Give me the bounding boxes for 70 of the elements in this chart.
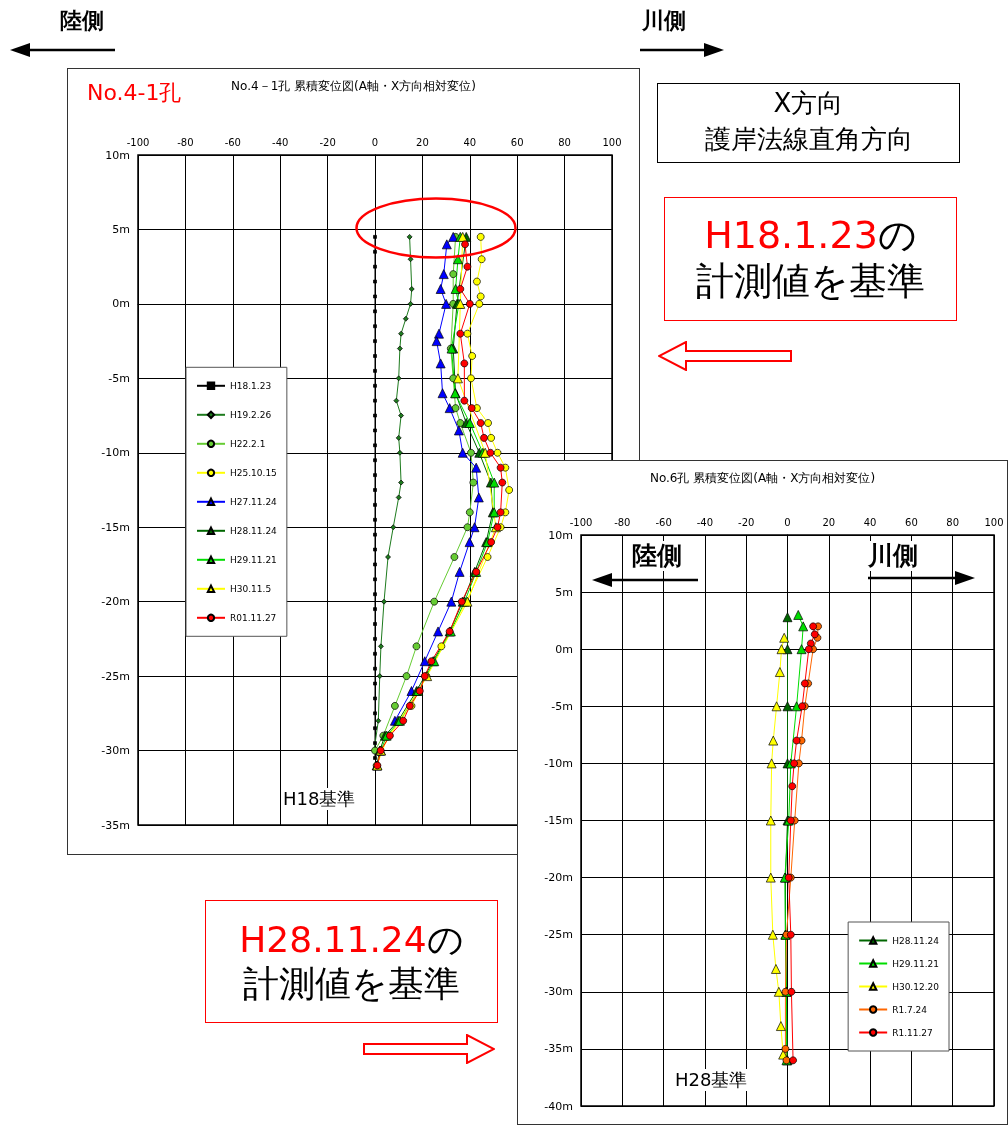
x-tick-label: 100 xyxy=(602,136,622,148)
legend-label: R01.11.27 xyxy=(230,612,277,623)
legend-label: H27.11.24 xyxy=(230,496,278,507)
y-tick-label: -5m xyxy=(551,699,573,713)
y-tick-label: -10m xyxy=(101,446,130,460)
x-tick-label: -80 xyxy=(177,136,194,148)
text: No.4-1孔 xyxy=(86,80,183,107)
text: 護岸法線直角方向 xyxy=(703,124,914,156)
x-tick-label: -40 xyxy=(696,516,714,528)
y-tick-label: 5m xyxy=(112,222,130,236)
y-tick-label: -10m xyxy=(544,756,573,770)
y-tick-label: -25m xyxy=(544,928,573,942)
legend-label: H29.11.21 xyxy=(892,958,940,969)
x-tick-label: 20 xyxy=(416,136,429,148)
legend-label: H28.11.24 xyxy=(892,935,940,946)
x-tick-label: 60 xyxy=(905,516,918,528)
x-tick-label: -40 xyxy=(272,136,289,148)
y-tick-label: -20m xyxy=(544,871,573,885)
legend-label: H29.11.21 xyxy=(230,554,277,565)
x-tick-label: -100 xyxy=(569,516,593,528)
y-tick-label: -5m xyxy=(108,371,130,385)
legend-label: H22.2.1 xyxy=(230,438,266,449)
y-tick-label: 5m xyxy=(555,585,573,599)
text: 陸側 xyxy=(58,8,106,35)
annotation: 川側 xyxy=(866,541,920,571)
chart-title: No.6孔 累積変位図(A軸・X方向相対変位) xyxy=(649,471,876,485)
x-tick-label: -60 xyxy=(655,516,672,528)
legend-label: R1.7.24 xyxy=(892,1004,928,1015)
legend-label: H25.10.15 xyxy=(230,467,277,478)
x-tick-label: 20 xyxy=(822,516,836,528)
y-tick-label: -30m xyxy=(544,985,573,999)
y-tick-label: -25m xyxy=(101,669,130,683)
y-tick-label: -15m xyxy=(544,814,573,827)
text: X方向 xyxy=(772,88,845,120)
x-tick-label: 80 xyxy=(946,516,960,528)
x-tick-label: 80 xyxy=(558,136,571,148)
x-tick-label: -60 xyxy=(224,136,241,148)
legend-label: H19.2.26 xyxy=(230,409,272,420)
y-tick-label: -20m xyxy=(101,595,130,609)
legend-label: H30.11.5 xyxy=(230,583,272,594)
x-tick-label: 0 xyxy=(784,516,791,528)
x-tick-label: -20 xyxy=(319,136,336,148)
annotation: 陸側 xyxy=(630,541,684,571)
y-tick-label: 10m xyxy=(105,148,130,162)
annotation: H28基準 xyxy=(673,1069,750,1091)
legend-label: R1.11.27 xyxy=(892,1027,933,1038)
text: 川側 xyxy=(640,8,688,35)
legend-label: H28.11.24 xyxy=(230,525,278,536)
text: H28.11.24の計測値を基準 xyxy=(239,918,464,1005)
x-tick-label: 0 xyxy=(371,136,379,148)
y-tick-label: -35m xyxy=(544,1042,573,1056)
legend-label: H30.12.20 xyxy=(892,981,940,992)
y-tick-label: 0m xyxy=(112,297,130,311)
x-tick-label: 40 xyxy=(863,516,877,528)
x-tick-label: -20 xyxy=(738,516,755,528)
y-tick-label: -35m xyxy=(101,818,130,832)
y-tick-label: 0m xyxy=(555,642,573,656)
x-tick-label: -80 xyxy=(614,516,631,528)
annotation: H18基準 xyxy=(281,788,358,810)
x-tick-label: 100 xyxy=(984,516,1004,528)
y-tick-label: -30m xyxy=(101,744,130,758)
x-tick-label: -100 xyxy=(126,136,150,148)
chart-title: No.4－1孔 累積変位図(A軸・X方向相対変位) xyxy=(231,79,476,93)
y-tick-label: -40m xyxy=(544,1099,573,1113)
y-tick-label: 10m xyxy=(548,528,573,542)
x-tick-label: 60 xyxy=(510,136,524,148)
legend-label: H18.1.23 xyxy=(230,380,272,391)
text: H18.1.23の計測値を基準 xyxy=(696,213,925,305)
x-tick-label: 40 xyxy=(463,136,477,148)
y-tick-label: -15m xyxy=(101,520,130,534)
